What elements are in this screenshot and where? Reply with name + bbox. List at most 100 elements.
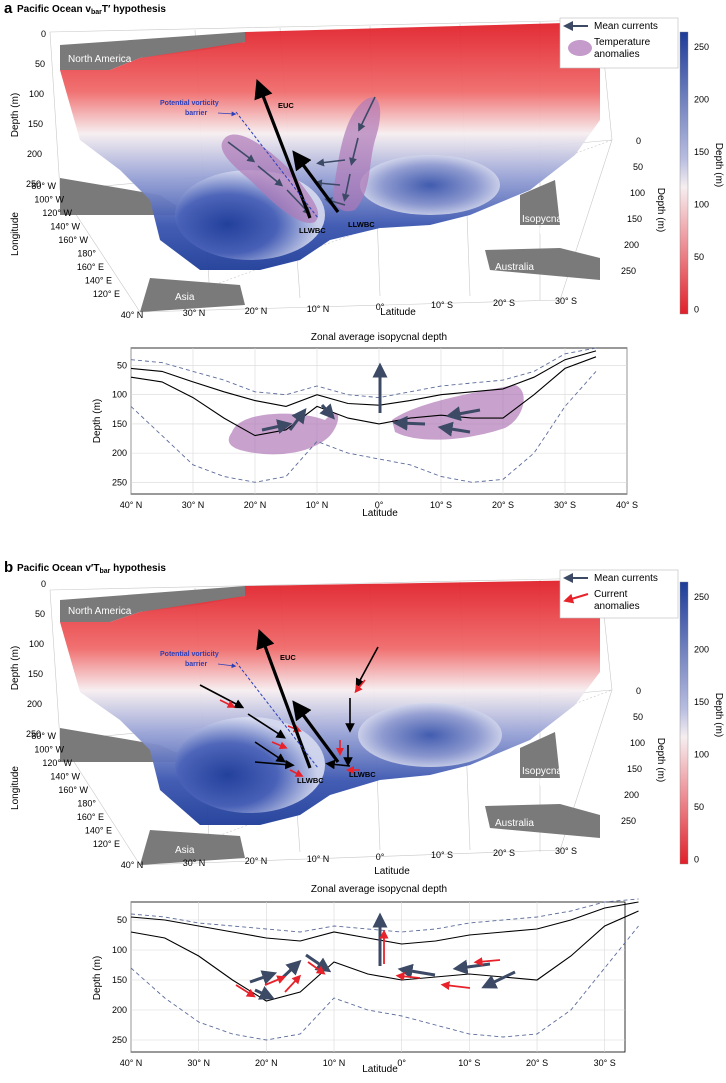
a-latitude-tick: 10° S — [431, 300, 453, 310]
b-latitude-tick: 20° S — [493, 848, 515, 858]
panel-b-latitude-label: Latitude — [374, 866, 410, 877]
b-zonal-series-line — [130, 910, 639, 1002]
a-depth-tick: 200 — [27, 149, 42, 159]
a-longitude-tick: 120° E — [93, 289, 120, 299]
panel-b-letter: b — [4, 559, 13, 576]
panel-a-land — [60, 32, 600, 312]
b-depth-tick: 100 — [29, 639, 44, 649]
b-depth-right-tick: 200 — [624, 790, 639, 800]
b-longitude-tick: 120° W — [42, 758, 72, 768]
panel-b-zonal-xlabel: Latitude — [362, 1064, 398, 1075]
a-colorbar-tick: 250 — [694, 42, 709, 52]
a-colorbar-tick: 200 — [694, 95, 709, 105]
a-zonal-ytick: 100 — [112, 390, 127, 400]
llwbc-left-label-b: LLWBC — [297, 776, 324, 785]
b-zonal-xtick: 40° N — [120, 1058, 143, 1068]
b-latitude-tick: 10° S — [431, 850, 453, 860]
panel-a-euc-arrow — [217, 79, 340, 219]
b-colorbar-tick: 250 — [694, 592, 709, 602]
b-zonal-xtick: 20° N — [255, 1058, 278, 1068]
panel-a-mean-currents-small — [227, 96, 376, 215]
panel-b-latitude-ticks: 40° N 30° N 20° N 10° N 0° 10° S 20° S 30° S — [121, 846, 577, 870]
a-zonal-series-line — [130, 356, 597, 437]
a-longitude-tick: 140° E — [85, 276, 112, 286]
north-america-land — [60, 32, 245, 70]
b-depth-right-tick: 50 — [633, 712, 643, 722]
euc-label: EUC — [278, 101, 294, 110]
australia-label: Australia — [495, 262, 534, 273]
pv-label-line2-b: barrier — [185, 661, 207, 668]
asia-label: Asia — [175, 292, 195, 303]
zonal-a-mean-currents — [261, 362, 481, 437]
a-zonal-xtick: 10° S — [430, 500, 452, 510]
panel-b-euc-arrow — [217, 628, 340, 769]
a-zonal-series-line — [130, 350, 597, 407]
b-longitude-tick: 140° E — [85, 826, 112, 836]
a-depth-right-tick: 250 — [621, 266, 636, 276]
b-zonal-ytick: 250 — [112, 1035, 127, 1045]
outcrop-land-b — [520, 732, 560, 778]
panel-b-title: Pacific Ocean v′Tbar hypothesis — [17, 563, 166, 575]
b-depth-right-tick: 250 — [621, 816, 636, 826]
a-zonal-series-line — [130, 371, 597, 483]
legend-a-item2-line1: Temperature — [594, 37, 651, 48]
panel-a-letter: a — [4, 0, 13, 17]
b-depth-tick: 0 — [41, 579, 46, 589]
a-zonal-xtick: 10° N — [306, 500, 329, 510]
b-longitude-tick: 180° — [77, 799, 96, 809]
llwbc-right-label: LLWBC — [348, 220, 375, 229]
panel-a-longitude-label: Longitude — [10, 212, 21, 256]
b-latitude-tick: 20° N — [245, 856, 268, 866]
euc-label-b: EUC — [280, 653, 296, 662]
a-zonal-ytick: 150 — [112, 419, 127, 429]
panel-a-depth-right-label: Depth (m) — [655, 188, 666, 232]
a-depth-tick: 150 — [28, 119, 43, 129]
a-longitude-tick: 120° W — [42, 208, 72, 218]
pv-label-line1: Potential vorticity — [160, 100, 219, 107]
a-zonal-ytick: 200 — [112, 448, 127, 458]
a-longitude-tick: 160° E — [77, 262, 104, 272]
panel-b-longitude-ticks: 80° W 100° W 120° W 140° W 160° W 180° 160° E 1… — [31, 731, 120, 849]
legend-b-item2-line2: anomalies — [594, 601, 640, 612]
panel-b-zonal-title: Zonal average isopycnal depth — [311, 884, 447, 895]
b-depth-right-tick: 150 — [627, 764, 642, 774]
b-latitude-tick: 10° N — [307, 854, 330, 864]
zonal-b-anomaly-currents — [235, 929, 501, 998]
b-colorbar-tick: 200 — [694, 645, 709, 655]
a-zonal-xtick: 0° — [375, 500, 384, 510]
a-longitude-tick: 80° W — [31, 181, 56, 191]
a-zonal-xtick: 30° S — [554, 500, 576, 510]
panel-b-depth-ticks: 0 50 100 150 200 250 — [26, 579, 46, 739]
b-longitude-tick: 140° W — [50, 772, 80, 782]
outcrop-land — [520, 180, 560, 225]
panel-b-zonal-ylabel: Depth (m) — [92, 956, 103, 1000]
b-depth-tick: 200 — [27, 699, 42, 709]
panel-b-colorbar-label: Depth (m) — [713, 693, 724, 737]
a-zonal-xtick: 30° N — [182, 500, 205, 510]
outcrop-label-line1: Isopycnal — [522, 214, 564, 225]
panel-b-colorbar: 250 200 150 100 50 0 Depth (m) — [679, 581, 724, 865]
outcrop-label-line1-b: Isopycnal — [522, 766, 564, 777]
legend-b-item1: Mean currents — [594, 573, 658, 584]
a-colorbar-tick: 50 — [694, 252, 704, 262]
a-zonal-xtick: 20° S — [492, 500, 514, 510]
panel-b-zonal-plot: Zonal average isopycnal depth — [92, 884, 639, 1075]
temperature-anomaly-regions — [221, 97, 381, 223]
a-depth-right-tick: 50 — [633, 162, 643, 172]
b-longitude-tick: 160° E — [77, 812, 104, 822]
panel-b-longitude-label: Longitude — [10, 766, 21, 810]
panel-b-surface — [60, 580, 600, 825]
a-depth-right-tick: 200 — [624, 240, 639, 250]
b-latitude-tick: 30° N — [183, 858, 206, 868]
a-depth-right-tick: 150 — [627, 214, 642, 224]
a-depth-tick: 100 — [29, 89, 44, 99]
north-america-label: North America — [68, 54, 132, 65]
panel-a-longitude-ticks: 80° W 100° W 120° W 140° W 160° W 180° 160° E 1… — [31, 181, 120, 299]
b-zonal-series-line — [130, 925, 639, 1041]
panel-a-legend: Mean currents Temperature anomalies — [559, 17, 679, 69]
panel-a: a Pacific Ocean vbarT′ hypothesis — [4, 0, 724, 519]
legend-a-item1: Mean currents — [594, 21, 658, 32]
north-america-label-b: North America — [68, 606, 132, 617]
australia-land — [485, 248, 600, 280]
